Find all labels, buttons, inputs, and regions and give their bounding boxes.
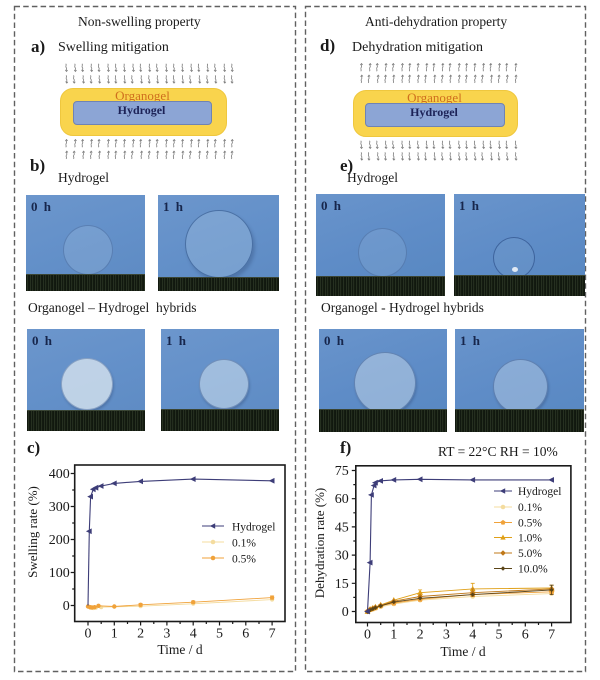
svg-text:15: 15 [335, 577, 349, 592]
svg-text:5.0%: 5.0% [518, 548, 542, 560]
svg-text:5: 5 [216, 627, 223, 642]
svg-text:0: 0 [342, 605, 349, 620]
svg-text:Hydrogel: Hydrogel [518, 486, 561, 498]
svg-text:Hydrogel: Hydrogel [232, 522, 275, 534]
svg-text:60: 60 [335, 492, 349, 507]
svg-text:1: 1 [390, 628, 397, 643]
svg-text:0.5%: 0.5% [232, 554, 256, 566]
svg-text:400: 400 [49, 467, 70, 482]
svg-text:5: 5 [496, 628, 503, 643]
svg-text:3: 3 [443, 628, 450, 643]
svg-text:4: 4 [469, 628, 476, 643]
svg-text:0: 0 [364, 628, 371, 643]
svg-text:300: 300 [49, 500, 70, 515]
svg-text:Time / d: Time / d [440, 644, 486, 659]
svg-text:0: 0 [85, 627, 92, 642]
svg-text:Dehydration rate (%): Dehydration rate (%) [312, 488, 327, 598]
svg-text:3: 3 [163, 627, 170, 642]
svg-text:6: 6 [522, 628, 529, 643]
svg-text:4: 4 [190, 627, 197, 642]
svg-text:75: 75 [335, 464, 349, 479]
svg-text:2: 2 [137, 627, 144, 642]
svg-text:Swelling rate (%): Swelling rate (%) [25, 486, 40, 578]
svg-text:45: 45 [335, 520, 349, 535]
svg-text:200: 200 [49, 533, 70, 548]
svg-text:0: 0 [63, 599, 70, 614]
svg-text:0.1%: 0.1% [518, 502, 542, 514]
svg-text:Time / d: Time / d [157, 642, 203, 657]
svg-text:0.5%: 0.5% [518, 518, 542, 530]
svg-text:30: 30 [335, 549, 349, 564]
svg-text:6: 6 [242, 627, 249, 642]
svg-text:1.0%: 1.0% [518, 533, 542, 545]
svg-text:1: 1 [111, 627, 118, 642]
svg-text:100: 100 [49, 566, 70, 581]
svg-text:7: 7 [269, 627, 276, 642]
svg-text:2: 2 [417, 628, 424, 643]
svg-text:0.1%: 0.1% [232, 538, 256, 550]
svg-text:10.0%: 10.0% [518, 564, 548, 576]
svg-text:7: 7 [548, 628, 555, 643]
